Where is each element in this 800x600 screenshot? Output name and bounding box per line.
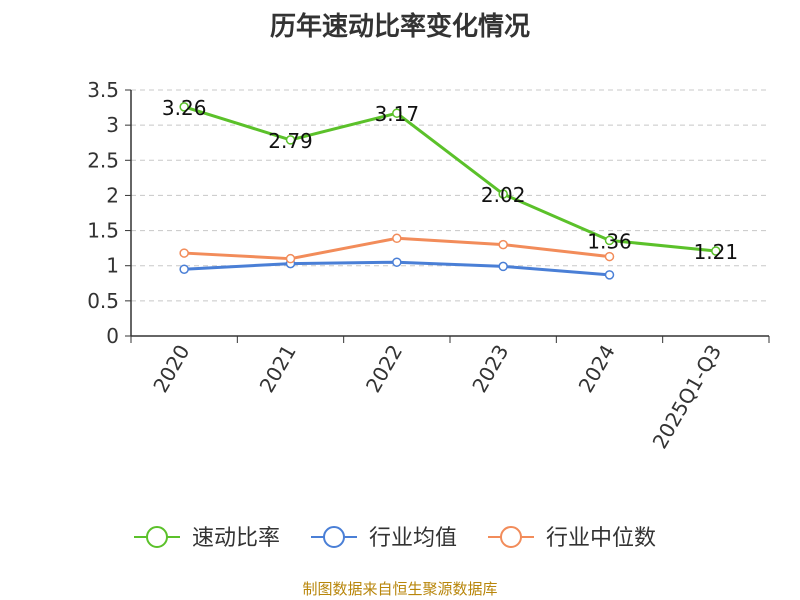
y-tick-label: 3.5 xyxy=(87,78,119,102)
data-point xyxy=(179,248,189,258)
legend-swatch-marker xyxy=(323,526,345,548)
data-point xyxy=(604,235,615,246)
y-tick-label: 1 xyxy=(106,254,119,278)
data-point xyxy=(285,135,296,145)
data-point xyxy=(392,108,402,118)
x-tick-label: 2023 xyxy=(467,340,513,396)
data-point xyxy=(604,251,615,262)
y-tick-label: 3 xyxy=(106,113,119,137)
legend-item-2[interactable]: 行业中位数 xyxy=(488,526,656,551)
data-label: 3.26 xyxy=(162,96,207,120)
data-label: 3.17 xyxy=(375,102,420,126)
legend-swatch-marker xyxy=(146,526,168,548)
source-note: 制图数据来自恒生聚源数据库 xyxy=(302,580,498,598)
x-tick-label: 2022 xyxy=(361,341,407,397)
data-label: 2.02 xyxy=(481,183,526,207)
x-tick-label: 2025Q1-Q3 xyxy=(647,341,726,453)
y-tick-label: 0.5 xyxy=(87,289,119,313)
legend-label: 速动比率 xyxy=(192,526,280,551)
data-point xyxy=(498,189,508,199)
data-label-layer: 3.26 2.79 3.17 2.02 1.36 1.21 xyxy=(162,96,738,264)
data-label: 2.79 xyxy=(268,129,313,153)
data-point xyxy=(392,257,402,267)
y-tick-label: 2.5 xyxy=(87,148,119,172)
legend-label: 行业中位数 xyxy=(546,526,656,551)
legend-label: 行业均值 xyxy=(369,526,457,551)
data-point xyxy=(179,264,189,274)
data-point xyxy=(498,261,508,272)
x-tick-label: 2024 xyxy=(574,341,620,397)
x-tick-label: 2021 xyxy=(255,341,301,397)
x-tick-label: 2020 xyxy=(148,341,194,397)
series-layer xyxy=(179,102,721,280)
y-tick-label: 0 xyxy=(106,324,119,348)
data-point xyxy=(498,239,508,250)
data-label: 1.36 xyxy=(587,229,632,253)
data-point xyxy=(392,233,402,244)
legend-swatch-marker xyxy=(500,526,522,548)
data-point xyxy=(711,246,721,256)
data-point xyxy=(604,270,615,280)
series-line-0 xyxy=(183,105,716,253)
legend[interactable]: 速动比率 行业均值 行业中位数 xyxy=(134,526,656,551)
legend-item-0[interactable]: 速动比率 xyxy=(134,526,280,551)
chart-title: 历年速动比率变化情况 xyxy=(269,12,530,42)
y-tick-label: 2 xyxy=(106,183,119,207)
data-label: 1.21 xyxy=(694,240,739,264)
legend-item-1[interactable]: 行业均值 xyxy=(311,526,457,551)
data-point xyxy=(285,253,296,264)
data-point xyxy=(179,102,189,112)
y-tick-label: 1.5 xyxy=(87,219,119,243)
